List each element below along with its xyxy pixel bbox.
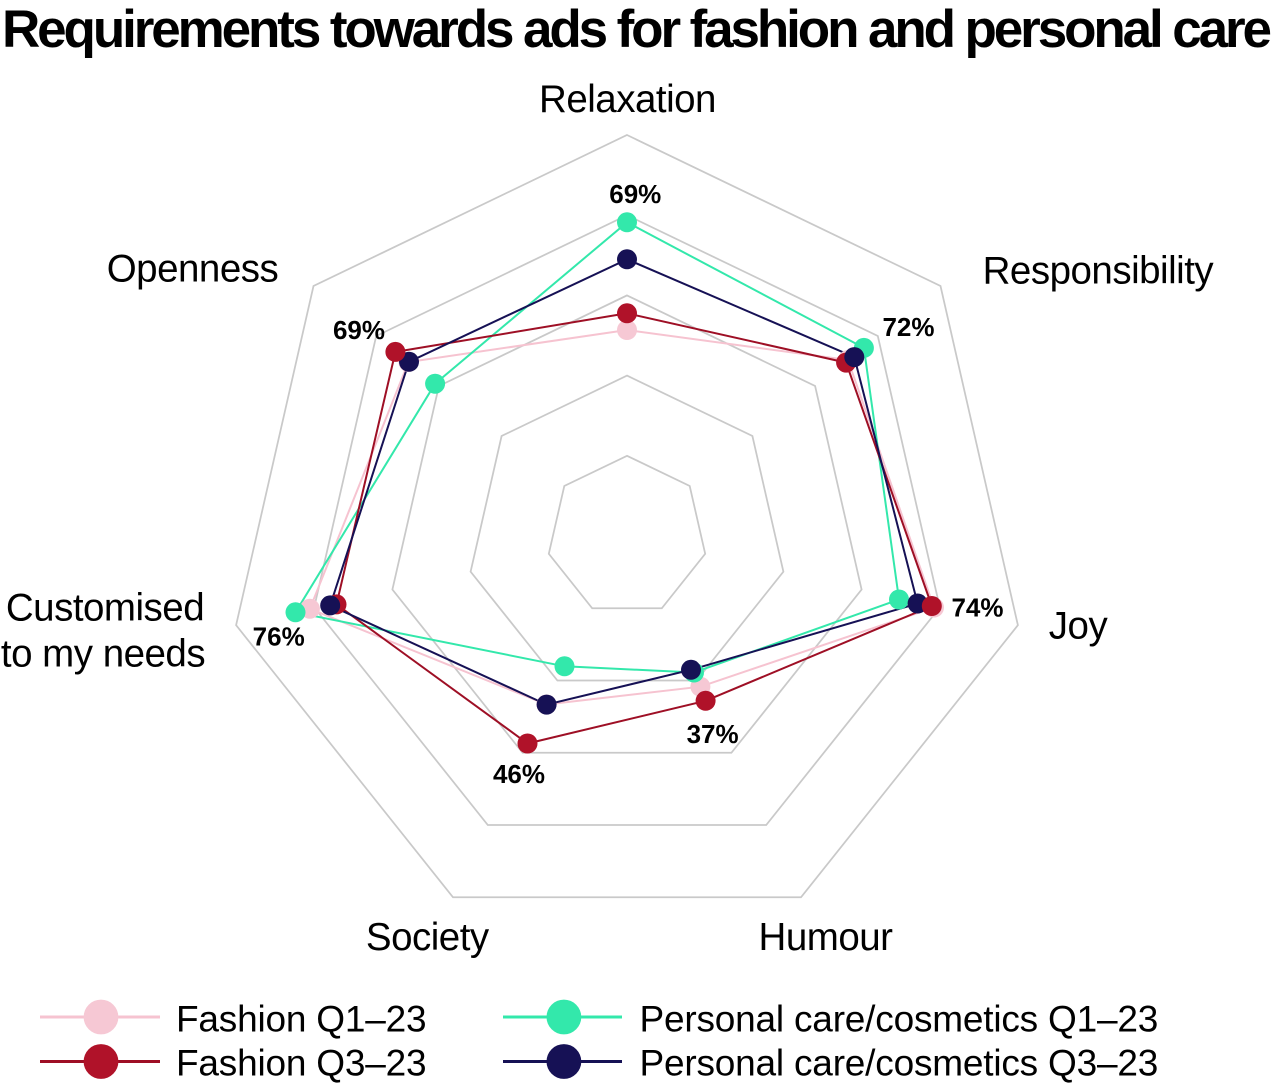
- svg-text:to my needs: to my needs: [1, 632, 205, 675]
- svg-text:69%: 69%: [333, 315, 385, 345]
- svg-text:Openness: Openness: [107, 248, 279, 291]
- svg-text:Fashion Q3–23: Fashion Q3–23: [176, 1043, 426, 1083]
- svg-text:Requirements towards ads for f: Requirements towards ads for fashion and…: [2, 0, 1271, 59]
- svg-text:Responsibility: Responsibility: [983, 250, 1215, 293]
- svg-text:72%: 72%: [882, 312, 934, 342]
- svg-text:Relaxation: Relaxation: [539, 78, 716, 121]
- svg-text:Joy: Joy: [1049, 605, 1109, 648]
- svg-text:69%: 69%: [609, 179, 661, 209]
- svg-text:37%: 37%: [687, 719, 739, 749]
- svg-text:Humour: Humour: [759, 916, 894, 959]
- svg-text:Personal care/cosmetics Q3–23: Personal care/cosmetics Q3–23: [640, 1043, 1159, 1083]
- svg-text:Fashion Q1–23: Fashion Q1–23: [176, 999, 426, 1040]
- svg-text:Customised: Customised: [6, 587, 204, 630]
- svg-text:46%: 46%: [493, 759, 545, 789]
- svg-text:74%: 74%: [951, 593, 1003, 623]
- svg-text:Personal care/cosmetics Q1–23: Personal care/cosmetics Q1–23: [640, 999, 1159, 1040]
- svg-text:Society: Society: [366, 916, 490, 959]
- svg-text:76%: 76%: [253, 622, 305, 652]
